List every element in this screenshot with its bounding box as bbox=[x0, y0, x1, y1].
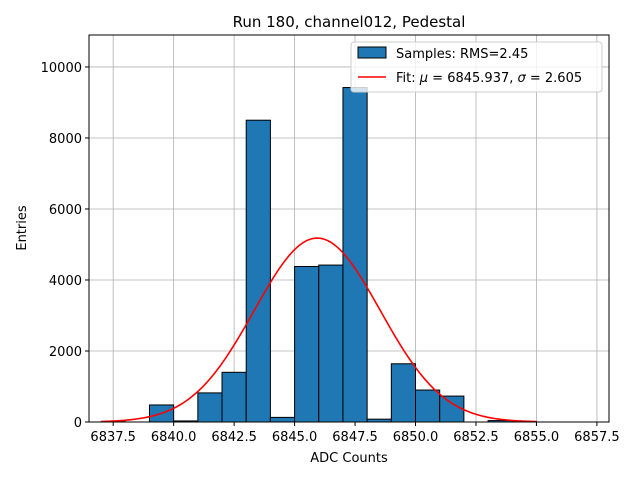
y-tick-label: 8000 bbox=[49, 132, 82, 147]
x-tick-label: 6845.0 bbox=[272, 430, 318, 445]
y-tick-label: 4000 bbox=[49, 274, 82, 289]
legend-fit-mu-symbol: μ bbox=[419, 71, 428, 86]
x-tick-label: 6842.5 bbox=[211, 430, 257, 445]
y-tick-label: 0 bbox=[74, 416, 82, 431]
legend-fit-mu-value: = 6845.937, bbox=[428, 71, 517, 86]
y-tick-label: 6000 bbox=[49, 203, 82, 218]
legend-fit-sigma-value: = 2.605 bbox=[526, 71, 582, 86]
x-tick-label: 6850.0 bbox=[393, 430, 439, 445]
histogram-bar bbox=[294, 265, 320, 423]
x-tick-label: 6857.5 bbox=[574, 430, 620, 445]
axes-frame bbox=[88, 34, 610, 423]
histogram-bar bbox=[439, 395, 465, 423]
histogram-bar bbox=[342, 87, 368, 423]
legend-fit-label: Fit: μ = 6845.937, σ = 2.605 bbox=[396, 71, 582, 86]
histogram-bar bbox=[415, 389, 441, 423]
x-tick-label: 6847.5 bbox=[332, 430, 378, 445]
y-axis-label: Entries bbox=[15, 205, 30, 251]
x-tick-label: 6840.0 bbox=[151, 430, 197, 445]
histogram-bar bbox=[197, 392, 223, 423]
legend-samples-label: Samples: RMS=2.45 bbox=[396, 47, 528, 62]
x-axis-ticks: 6837.5 6840.0 6842.5 6845.0 6847.5 6850.0 6852… bbox=[90, 422, 620, 445]
histogram-bar bbox=[390, 363, 417, 423]
chart-title: Run 180, channel012, Pedestal bbox=[233, 13, 466, 31]
legend-fit-prefix: Fit: bbox=[396, 71, 420, 86]
y-axis-ticks: 0 2000 4000 6000 8000 10000 bbox=[41, 61, 89, 431]
x-tick-label: 6855.0 bbox=[514, 430, 560, 445]
legend-box bbox=[350, 41, 603, 93]
histogram-bar bbox=[245, 119, 271, 423]
x-tick-label: 6852.5 bbox=[453, 430, 499, 445]
histogram-bar bbox=[221, 371, 247, 423]
histogram-bar bbox=[269, 416, 296, 423]
x-axis-label: ADC Counts bbox=[310, 451, 388, 466]
legend-fit-sigma-symbol: σ bbox=[518, 71, 527, 86]
legend: Samples: RMS=2.45 Fit: μ = 6845.937, σ =… bbox=[350, 41, 603, 93]
y-tick-label: 2000 bbox=[49, 345, 82, 360]
gaussian-fit-curve bbox=[101, 237, 537, 423]
legend-samples-swatch bbox=[357, 46, 387, 59]
y-tick-label: 10000 bbox=[41, 61, 82, 76]
x-tick-label: 6837.5 bbox=[90, 430, 136, 445]
histogram-bars bbox=[100, 87, 537, 423]
histogram-bar bbox=[318, 264, 344, 423]
